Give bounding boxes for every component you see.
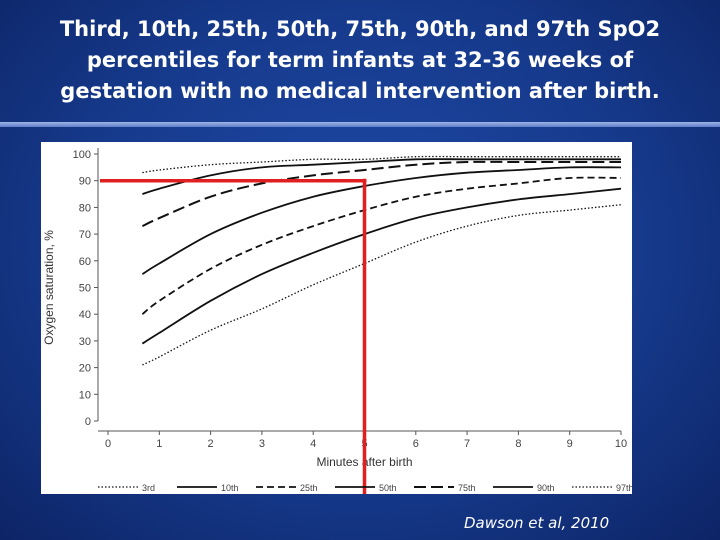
- series-line-90th: [142, 158, 621, 195]
- x-tick-label: 8: [515, 438, 521, 450]
- legend-label-97th: 97th: [616, 483, 632, 493]
- citation: Dawson et al, 2010: [464, 514, 610, 532]
- title-line-1: Third, 10th, 25th, 50th, 75th, 90th, and…: [59, 17, 661, 41]
- series-line-10th: [141, 187, 622, 345]
- legend-label-50th: 50th: [379, 483, 397, 493]
- x-tick-label: 1: [156, 438, 162, 450]
- y-tick-label: 0: [85, 416, 91, 428]
- title-divider: [0, 122, 720, 127]
- y-tick-label: 70: [79, 229, 91, 241]
- x-tick-label: 7: [464, 438, 470, 450]
- y-tick-label: 60: [79, 256, 91, 268]
- chart-panel: 0102030405060708090100012345678910Minute…: [41, 142, 632, 494]
- y-tick-label: 50: [79, 283, 91, 295]
- x-tick-label: 2: [208, 438, 214, 450]
- title-line-2: percentiles for term infants at 32-36 we…: [86, 48, 634, 72]
- series-line-75th: [141, 160, 621, 228]
- y-tick-label: 10: [79, 389, 91, 401]
- title-line-3: gestation with no medical intervention a…: [60, 79, 660, 103]
- x-tick-label: 4: [310, 438, 316, 450]
- x-tick-label: 9: [567, 438, 573, 450]
- y-tick-label: 80: [79, 202, 91, 214]
- series-line-3rd: [142, 204, 622, 366]
- y-tick-label: 40: [79, 309, 91, 321]
- series-line-97th: [142, 155, 621, 174]
- y-axis-title: Oxygen saturation, %: [42, 230, 56, 345]
- series-line-50th: [141, 166, 622, 275]
- y-tick-label: 90: [79, 176, 91, 188]
- x-tick-label: 3: [259, 438, 265, 450]
- y-tick-label: 20: [79, 363, 91, 375]
- legend-label-25th: 25th: [300, 483, 318, 493]
- legend-label-3rd: 3rd: [142, 483, 155, 493]
- series-line-25th: [141, 176, 622, 315]
- x-tick-label: 0: [105, 438, 111, 450]
- x-tick-label: 6: [413, 438, 419, 450]
- y-tick-label: 30: [79, 336, 91, 348]
- y-tick-label: 100: [73, 149, 91, 161]
- spo2-percentile-chart: 0102030405060708090100012345678910Minute…: [42, 148, 632, 494]
- slide-title: Third, 10th, 25th, 50th, 75th, 90th, and…: [20, 14, 700, 107]
- legend-label-10th: 10th: [221, 483, 239, 493]
- legend-label-75th: 75th: [458, 483, 476, 493]
- legend-label-90th: 90th: [537, 483, 555, 493]
- x-tick-label: 10: [615, 438, 627, 450]
